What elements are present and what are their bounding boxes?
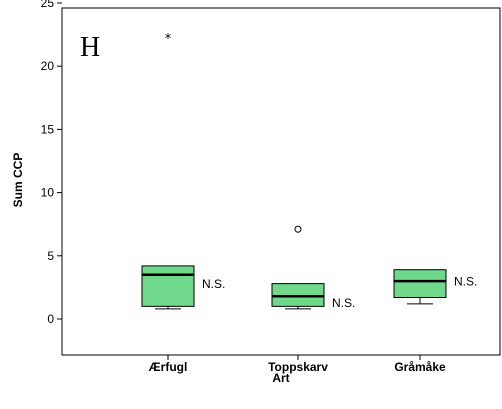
y-tick-label: 0 <box>47 312 54 326</box>
boxes: * N.S. N.S. N.S. <box>141 32 477 310</box>
y-tick-label: 20 <box>41 59 55 73</box>
significance-label: N.S. <box>202 277 225 291</box>
y-tick-label: 5 <box>47 249 54 263</box>
extreme-point: * <box>165 32 172 47</box>
y-tick-label: 25 <box>41 0 55 10</box>
panel-letter: H <box>80 32 100 63</box>
y-tick-label: 15 <box>41 122 55 136</box>
box <box>271 283 325 307</box>
y-axis-ticks: 0 5 10 15 20 25 <box>41 0 62 326</box>
x-tick-label: Toppskarv <box>268 360 328 374</box>
box-group: N.S. <box>393 269 477 305</box>
outlier-point <box>294 225 302 233</box>
significance-label: N.S. <box>332 296 355 310</box>
x-axis-title: Art <box>272 371 289 385</box>
y-tick-label: 10 <box>41 186 55 200</box>
significance-label: N.S. <box>454 275 477 289</box>
box-group: N.S. <box>271 225 355 310</box>
box <box>141 265 195 307</box>
x-tick-label: Gråmåke <box>394 360 446 374</box>
x-tick-label: Ærfugl <box>149 360 188 374</box>
x-axis-categories: Ærfugl Toppskarv Gråmåke <box>149 355 446 374</box>
y-axis-title: Sum CCP <box>11 153 25 208</box>
box <box>393 269 447 299</box>
box-group: * N.S. <box>141 32 225 310</box>
